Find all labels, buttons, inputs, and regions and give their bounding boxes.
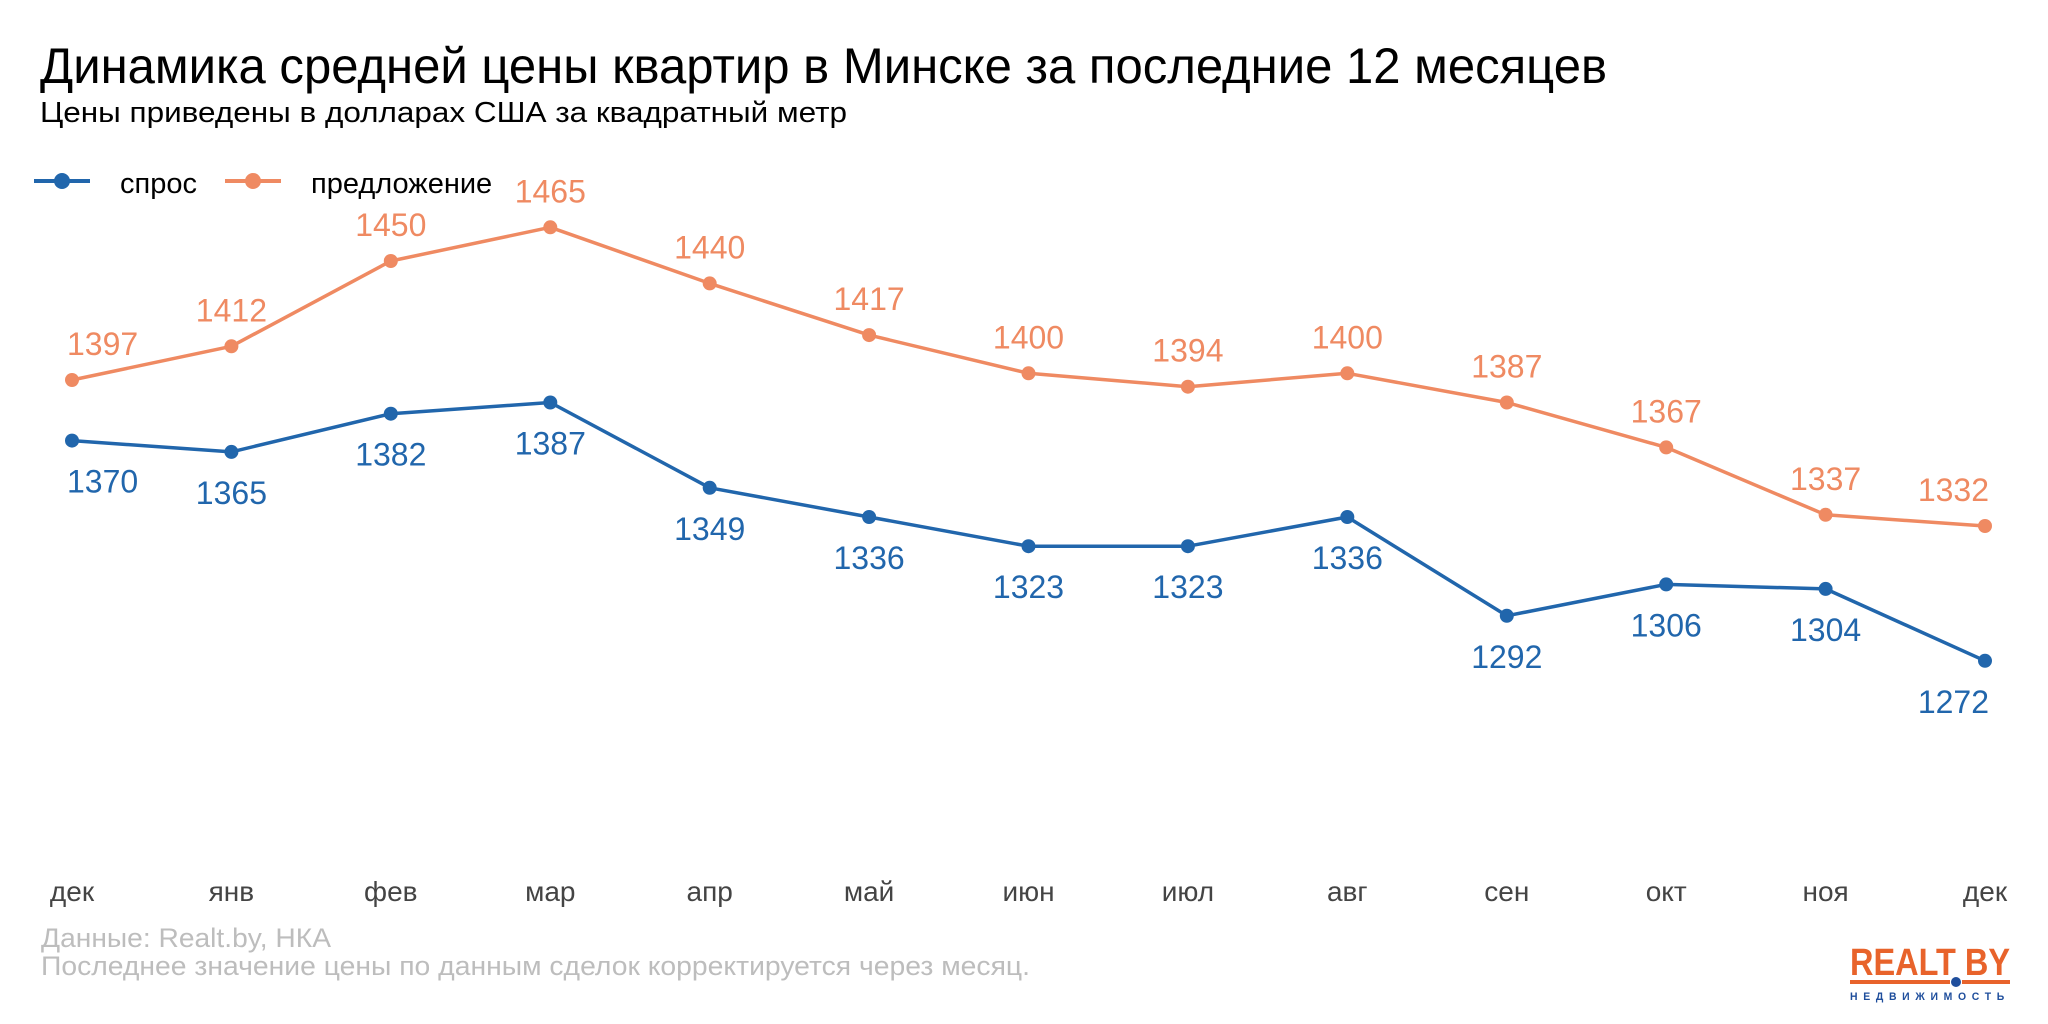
data-label: 1367 — [1631, 393, 1702, 429]
data-label: 1397 — [67, 326, 138, 362]
data-point — [1818, 507, 1833, 522]
data-point — [1499, 395, 1514, 410]
data-point — [1659, 440, 1674, 455]
caption-source: Данные: Realt.by, НКА — [41, 923, 331, 953]
data-point — [1021, 366, 1036, 381]
data-label: 1306 — [1631, 607, 1702, 643]
data-label: 1323 — [993, 569, 1064, 605]
x-tick-label: янв — [209, 876, 255, 907]
data-point — [1978, 653, 1992, 668]
data-label: 1304 — [1790, 612, 1861, 648]
realt-logo: REALT BY НЕДВИЖИМОСТЬ — [1850, 942, 2010, 1003]
x-axis: дек янв фев мар апр май июн июл авг сен окт ноя дек — [50, 876, 2008, 907]
data-point — [1340, 366, 1355, 381]
data-point — [862, 510, 877, 524]
data-label: 1272 — [1918, 684, 1989, 720]
data-label: 1292 — [1471, 639, 1542, 675]
data-point — [1499, 608, 1514, 623]
data-point — [862, 328, 877, 343]
legend-marker-demand — [54, 173, 70, 189]
plot-area: 1370 1365 1382 1387 1349 1336 1323 1323 1336 1292… — [65, 173, 1992, 720]
data-point — [224, 444, 239, 459]
data-label: 1440 — [674, 229, 745, 265]
data-label: 1400 — [993, 319, 1064, 355]
data-point — [1021, 539, 1036, 554]
chart-title: Динамика средней цены квартир в Минске з… — [40, 38, 1607, 94]
data-point — [1818, 581, 1833, 596]
legend-item-demand: спрос — [34, 168, 197, 200]
data-point — [1659, 577, 1674, 592]
logo-tagline: НЕДВИЖИМОСТЬ — [1850, 991, 2010, 1003]
logo-dot-icon — [1951, 977, 1961, 987]
logo-wordmark: REALT BY — [1850, 942, 2010, 984]
data-label: 1349 — [674, 511, 745, 547]
data-label: 1412 — [196, 292, 267, 328]
chart-subtitle: Цены приведены в долларах США за квадрат… — [40, 97, 847, 129]
data-label: 1465 — [515, 173, 586, 209]
legend-marker-supply — [245, 173, 261, 189]
x-tick-label: фев — [364, 876, 417, 907]
data-point — [1340, 510, 1355, 524]
x-tick-label: окт — [1646, 876, 1687, 907]
data-point — [383, 254, 398, 268]
series-demand: 1370 1365 1382 1387 1349 1336 1323 1323 1336 1292… — [65, 395, 1992, 720]
data-point — [1978, 519, 1992, 533]
data-point — [383, 406, 398, 421]
data-label: 1336 — [834, 540, 905, 576]
x-tick-label: ноя — [1802, 876, 1848, 907]
data-label: 1365 — [196, 475, 267, 511]
data-label: 1394 — [1152, 333, 1223, 369]
data-label: 1400 — [1312, 319, 1383, 355]
series-supply: 1397 1412 1450 1465 1440 1417 1400 1394 1400 1387… — [65, 173, 1992, 533]
caption: Данные: Realt.by, НКА Последнее значение… — [41, 923, 1030, 981]
data-point — [543, 220, 558, 235]
data-point — [65, 433, 79, 448]
legend: спрос предложение — [34, 168, 492, 200]
x-tick-label: авг — [1327, 876, 1368, 907]
x-tick-label: апр — [687, 876, 733, 907]
data-label: 1370 — [67, 464, 138, 500]
data-label: 1336 — [1312, 540, 1383, 576]
logo-underline-left — [1850, 980, 1950, 984]
legend-item-supply: предложение — [225, 168, 492, 200]
data-label: 1332 — [1918, 472, 1989, 508]
x-tick-label: дек — [1963, 876, 2008, 907]
data-point — [1180, 379, 1195, 394]
data-point — [65, 373, 79, 387]
x-tick-label: сен — [1484, 876, 1529, 907]
data-point — [224, 339, 239, 354]
data-label: 1450 — [355, 207, 426, 243]
data-point — [702, 480, 717, 495]
data-label: 1387 — [515, 426, 586, 462]
legend-label-supply: предложение — [311, 168, 492, 200]
caption-note: Последнее значение цены по данным сделок… — [41, 951, 1030, 981]
x-tick-label: дек — [50, 876, 95, 907]
x-tick-label: май — [844, 876, 894, 907]
data-label: 1417 — [834, 281, 905, 317]
data-label: 1337 — [1790, 461, 1861, 497]
data-point — [702, 276, 717, 291]
data-label: 1323 — [1152, 569, 1223, 605]
x-tick-label: июл — [1162, 876, 1214, 907]
legend-label-demand: спрос — [120, 168, 197, 200]
logo-underline-right — [1962, 980, 2010, 984]
x-tick-label: мар — [525, 876, 575, 907]
data-label: 1387 — [1471, 349, 1542, 385]
data-point — [543, 395, 558, 410]
data-point — [1180, 539, 1195, 554]
data-label: 1382 — [355, 437, 426, 473]
x-tick-label: июн — [1002, 876, 1054, 907]
